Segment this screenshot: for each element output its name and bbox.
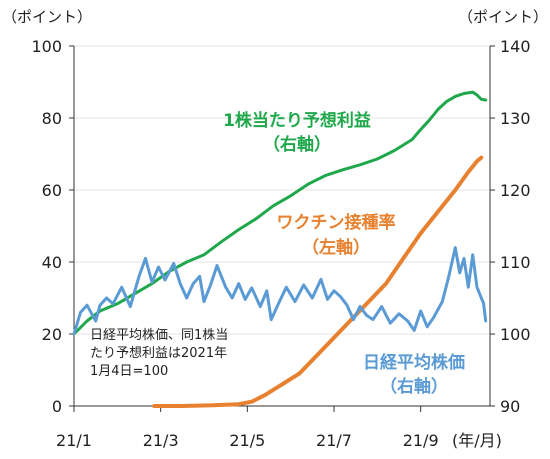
x-tick-label: 21/9	[403, 431, 439, 450]
series-lines	[72, 90, 488, 408]
right-axis-ticks: 90 100 110 120 130 140	[490, 37, 531, 416]
right-tick-label: 90	[500, 397, 520, 416]
note-line-1: 日経平均株価、同1株当	[90, 328, 228, 343]
right-tick-label: 100	[500, 325, 531, 344]
right-tick-label: 140	[500, 37, 531, 56]
series-label-vaccine-axis: （左軸）	[302, 237, 370, 258]
x-axis-ticks: 21/1 21/3 21/5 21/7 21/9	[56, 406, 439, 450]
left-tick-label: 40	[42, 253, 62, 272]
left-tick-label: 0	[52, 397, 62, 416]
note-line-2: たり予想利益は2021年	[90, 345, 227, 361]
x-axis-unit: (年/月)	[452, 431, 502, 450]
right-tick-label: 130	[500, 109, 531, 128]
x-tick-label: 21/5	[229, 431, 265, 450]
series-label-vaccine: ワクチン接種率	[277, 212, 396, 233]
left-tick-label: 20	[42, 325, 62, 344]
series-label-eps-axis: （右軸）	[263, 134, 331, 155]
right-axis-unit: （ポイント）	[458, 8, 548, 26]
left-tick-label: 80	[42, 109, 62, 128]
left-tick-label: 100	[31, 37, 62, 56]
series-line-nikkei	[72, 246, 488, 336]
x-tick-label: 21/7	[316, 431, 352, 450]
right-tick-label: 120	[500, 181, 531, 200]
series-line-vaccine	[152, 155, 484, 408]
x-tick-label: 21/1	[56, 431, 92, 450]
left-tick-label: 60	[42, 181, 62, 200]
note-line-3: 1月4日=100	[90, 364, 168, 379]
right-tick-label: 110	[500, 253, 531, 272]
series-label-nikkei-axis: （右軸）	[380, 376, 448, 397]
x-tick-label: 21/3	[143, 431, 179, 450]
left-axis-unit: （ポイント）	[2, 8, 92, 26]
series-label-nikkei: 日経平均株価	[363, 352, 465, 373]
left-axis-ticks: 0 20 40 60 80 100	[31, 37, 74, 416]
series-label-eps: 1株当たり予想利益	[223, 110, 371, 131]
